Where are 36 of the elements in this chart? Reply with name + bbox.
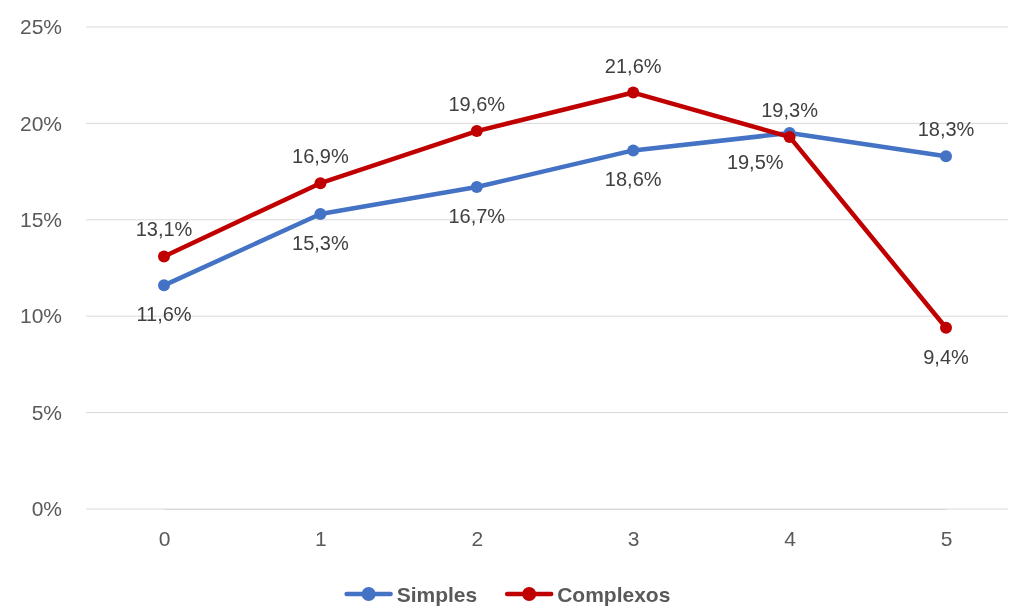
data-label: 13,1% [135,218,193,241]
point [627,144,640,157]
point [470,181,483,194]
y-tick-label: 0% [31,497,62,521]
x-tick-label: 5 [940,526,953,550]
x-tick-label: 1 [315,526,327,550]
point [314,208,327,221]
legend-label: Simples [396,583,478,606]
point [470,125,483,138]
data-label: 18,3% [917,118,975,141]
data-label: 18,6% [604,168,662,191]
data-label: 21,6% [604,54,662,77]
y-tick-label: 5% [31,400,62,424]
data-label: 19,6% [448,93,506,116]
x-tick-label: 3 [627,526,640,550]
point [627,86,640,99]
data-label: 19,3% [761,98,819,121]
legend-label: Complexos [557,583,671,606]
x-tick-label: 2 [471,526,484,550]
data-label: 9,4% [923,345,970,368]
data-label: 15,3% [292,232,349,255]
y-tick-label: 20% [19,111,62,135]
point [158,279,170,292]
data-label: 16,9% [292,145,349,168]
point [940,150,952,163]
x-tick-label: 0 [158,526,171,550]
data-label: 19,5% [726,151,784,174]
point [158,250,170,263]
y-tick-label: 15% [19,208,62,232]
y-tick-label: 25% [19,15,62,39]
y-tick-label: 10% [19,304,62,328]
point [940,321,952,334]
data-label: 11,6% [136,303,192,326]
data-label: 16,7% [448,205,506,228]
point [314,177,327,190]
x-tick-label: 4 [784,526,797,550]
